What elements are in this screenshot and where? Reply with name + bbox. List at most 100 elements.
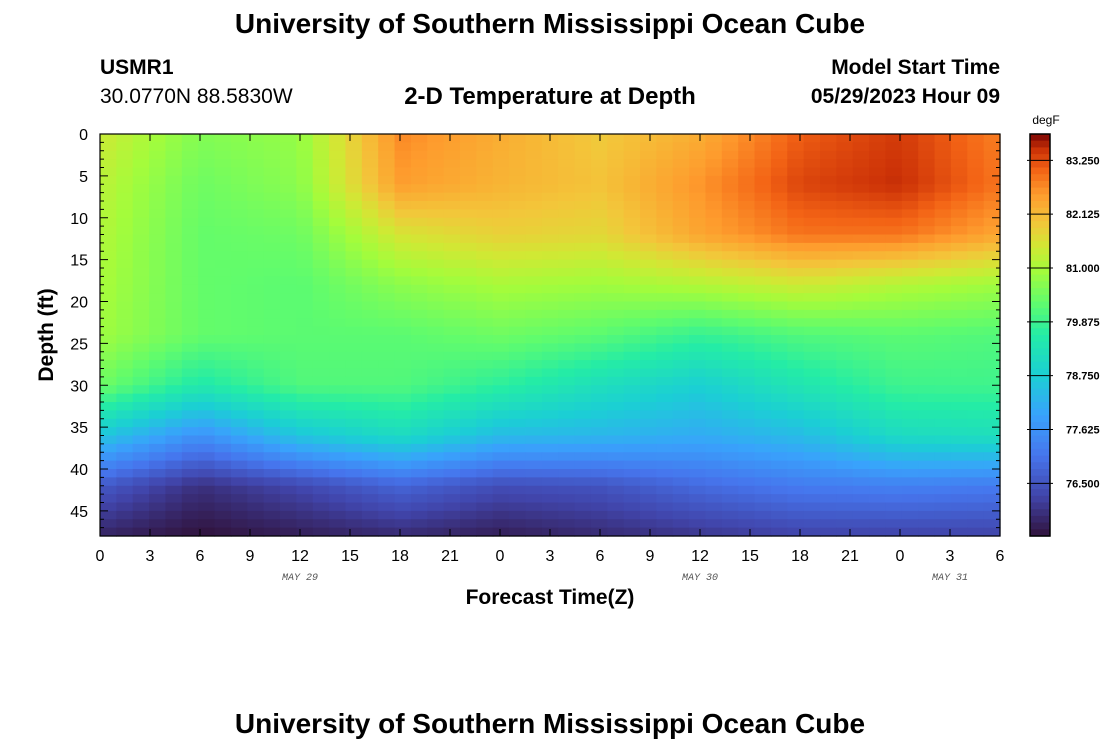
heatmap-cell	[361, 360, 379, 370]
heatmap-cell	[410, 201, 428, 210]
heatmap-cell	[100, 502, 117, 512]
heatmap-cell	[165, 234, 183, 244]
heatmap-cell	[165, 376, 183, 386]
heatmap-cell	[427, 318, 445, 328]
heatmap-cell	[443, 510, 461, 520]
colorbar-swatch	[1030, 247, 1050, 256]
heatmap-cell	[443, 326, 461, 336]
heatmap-cell	[820, 510, 837, 520]
heatmap-cell	[738, 309, 756, 319]
heatmap-cell	[950, 435, 968, 445]
heatmap-cell	[836, 469, 854, 478]
heatmap-cell	[214, 335, 232, 344]
heatmap-cell	[394, 385, 412, 395]
x-tick-label: 0	[96, 548, 105, 565]
heatmap-cell	[280, 201, 297, 210]
heatmap-cell	[574, 427, 592, 437]
heatmap-cell	[967, 268, 985, 277]
heatmap-cell	[721, 376, 739, 386]
heatmap-cell	[934, 443, 952, 453]
heatmap-cell	[312, 309, 330, 319]
heatmap-cell	[427, 469, 445, 478]
heatmap-cell	[443, 460, 461, 470]
heatmap-cell	[541, 402, 559, 411]
heatmap-cell	[705, 301, 723, 311]
heatmap-cell	[329, 393, 347, 403]
heatmap-cell	[656, 477, 674, 487]
heatmap-cell	[509, 134, 527, 143]
heatmap-cell	[836, 410, 854, 420]
heatmap-cell	[803, 134, 821, 143]
heatmap-cell	[296, 393, 314, 403]
heatmap-cell	[558, 268, 576, 277]
heatmap-cell	[116, 192, 134, 202]
heatmap-cell	[738, 201, 756, 210]
heatmap-cell	[754, 469, 772, 478]
heatmap-cell	[950, 217, 968, 227]
heatmap-cell	[361, 502, 379, 512]
heatmap-cell	[312, 351, 330, 361]
heatmap-cell	[672, 142, 690, 152]
heatmap-cell	[803, 402, 821, 411]
heatmap-cell	[541, 393, 559, 403]
heatmap-cell	[934, 360, 952, 370]
heatmap-cell	[100, 469, 117, 478]
heatmap-cell	[770, 192, 788, 202]
heatmap-cell	[574, 368, 592, 378]
heatmap-cell	[820, 519, 837, 529]
heatmap-cell	[590, 335, 608, 344]
heatmap-cell	[607, 335, 625, 344]
heatmap-cell	[345, 293, 363, 303]
heatmap-cell	[803, 234, 821, 244]
heatmap-cell	[820, 494, 837, 504]
heatmap-cell	[640, 393, 657, 403]
heatmap-cell	[623, 510, 641, 520]
heatmap-cell	[280, 351, 297, 361]
heatmap-cell	[590, 268, 608, 277]
heatmap-cell	[738, 159, 756, 169]
heatmap-cell	[901, 167, 919, 177]
heatmap-cell	[149, 184, 167, 194]
heatmap-cell	[590, 192, 608, 202]
heatmap-cell	[640, 494, 657, 504]
heatmap-cell	[443, 418, 461, 428]
heatmap-cell	[590, 351, 608, 361]
heatmap-cell	[918, 368, 936, 378]
heatmap-cell	[476, 209, 494, 219]
heatmap-cell	[721, 201, 739, 210]
heatmap-cell	[492, 268, 510, 277]
heatmap-cell	[967, 326, 985, 336]
heatmap-cell	[640, 242, 657, 252]
heatmap-cell	[607, 460, 625, 470]
heatmap-cell	[689, 410, 707, 420]
heatmap-cell	[443, 343, 461, 353]
heatmap-cell	[590, 460, 608, 470]
heatmap-cell	[738, 519, 756, 529]
heatmap-cell	[165, 318, 183, 328]
heatmap-cell	[787, 326, 805, 336]
heatmap-cell	[656, 393, 674, 403]
heatmap-cell	[509, 335, 527, 344]
heatmap-cell	[460, 469, 477, 478]
heatmap-cell	[541, 159, 559, 169]
heatmap-cell	[803, 293, 821, 303]
heatmap-cell	[967, 242, 985, 252]
heatmap-cell	[116, 150, 134, 160]
heatmap-cell	[132, 234, 150, 244]
heatmap-cell	[836, 343, 854, 353]
heatmap-cell	[836, 460, 854, 470]
y-tick-label: 25	[70, 336, 88, 353]
x-tick-label: 21	[841, 548, 859, 565]
heatmap-cell	[640, 502, 657, 512]
heatmap-cell	[754, 209, 772, 219]
heatmap-cell	[623, 477, 641, 487]
heatmap-cell	[558, 519, 576, 529]
heatmap-cell	[590, 142, 608, 152]
heatmap-cell	[590, 393, 608, 403]
heatmap-cell	[509, 234, 527, 244]
heatmap-cell	[132, 242, 150, 252]
heatmap-cell	[378, 326, 396, 336]
heatmap-cell	[869, 477, 887, 487]
heatmap-cell	[787, 159, 805, 169]
heatmap-cell	[901, 234, 919, 244]
